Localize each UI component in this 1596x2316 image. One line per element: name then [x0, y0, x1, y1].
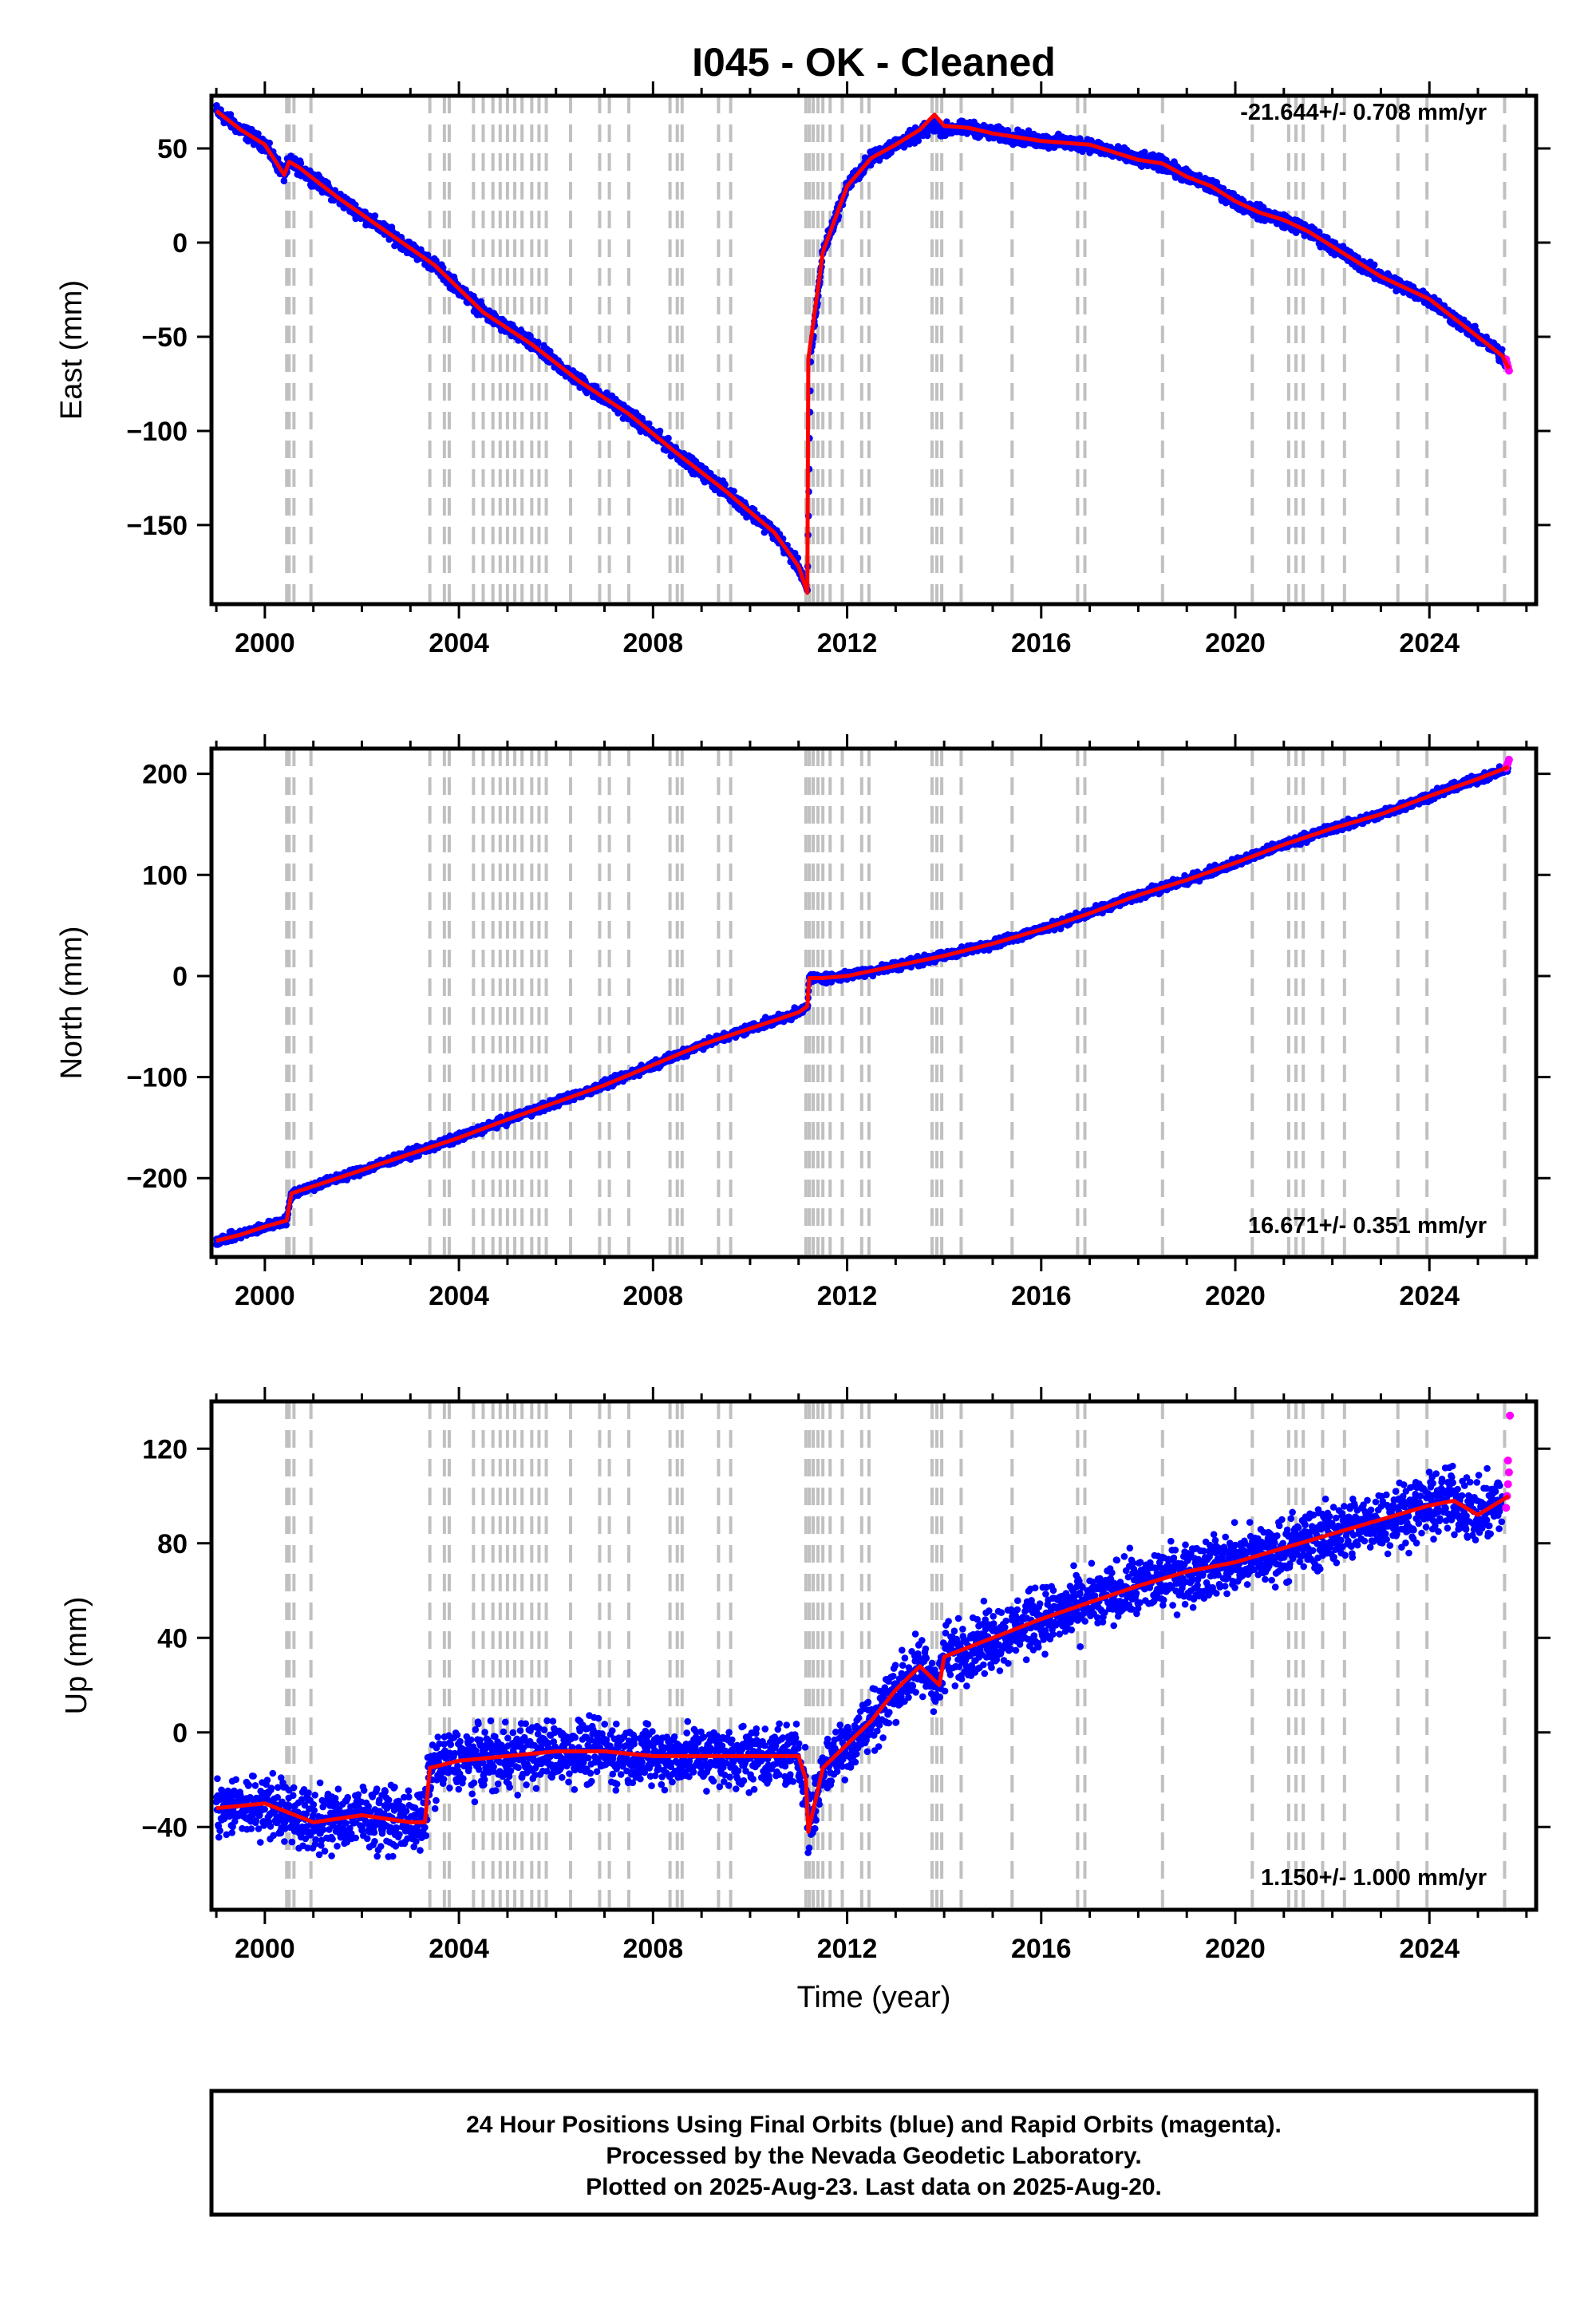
- panel-east: 2000 2004 2008 2012 2016 2020 2024 50 0 −50 −100 −1…: [55, 81, 1551, 658]
- east-x-tick-label: 2000: [235, 628, 295, 658]
- east-final-point: [534, 338, 542, 346]
- east-final-point: [665, 434, 672, 442]
- east-final-point: [721, 481, 729, 488]
- east-x-tick-label: 2024: [1399, 628, 1460, 658]
- east-final-point: [603, 389, 610, 397]
- east-final-point: [1316, 228, 1323, 236]
- east-final-point: [1499, 346, 1506, 354]
- east-rate-label: -21.644+/- 0.708 mm/yr: [1240, 100, 1487, 125]
- east-final-point: [280, 177, 288, 184]
- east-final-point: [1141, 148, 1148, 156]
- north-final-point: [282, 1221, 290, 1229]
- east-final-point: [943, 118, 950, 125]
- east-plot-area: [211, 96, 1536, 604]
- east-final-point: [646, 420, 653, 428]
- east-y-tick-label: 0: [172, 228, 188, 259]
- east-x-tick-label: 2020: [1205, 628, 1266, 658]
- east-frame: [209, 93, 1539, 607]
- east-final-point: [371, 212, 379, 219]
- east-final-point: [915, 137, 922, 144]
- east-final-point: [266, 139, 274, 147]
- east-final-point: [297, 160, 305, 167]
- east-final-point: [656, 427, 664, 435]
- east-x-tick-label: 2016: [1011, 628, 1072, 658]
- east-y-tick-label: −150: [126, 511, 188, 541]
- east-x-tick-label: 2008: [623, 628, 684, 658]
- east-x-tick-label: 2012: [817, 628, 878, 658]
- panel-north: 2000 2004 2008 2012 2016 2020 20242001000−100−…: [55, 734, 1551, 1311]
- east-y-tick-label: −100: [126, 417, 188, 447]
- east-x-tick-label: 2004: [429, 628, 489, 658]
- east-final-point: [1370, 261, 1378, 269]
- figure-title: I045 - OK - Cleaned: [692, 40, 1056, 85]
- east-final-point: [1077, 135, 1084, 142]
- east-y-tick-label: −50: [141, 322, 188, 353]
- east-y-axis-label: East (mm): [55, 280, 89, 420]
- east-y-tick-label: 50: [157, 134, 188, 164]
- east-model-line: [215, 109, 1511, 595]
- east-final-point: [730, 488, 737, 495]
